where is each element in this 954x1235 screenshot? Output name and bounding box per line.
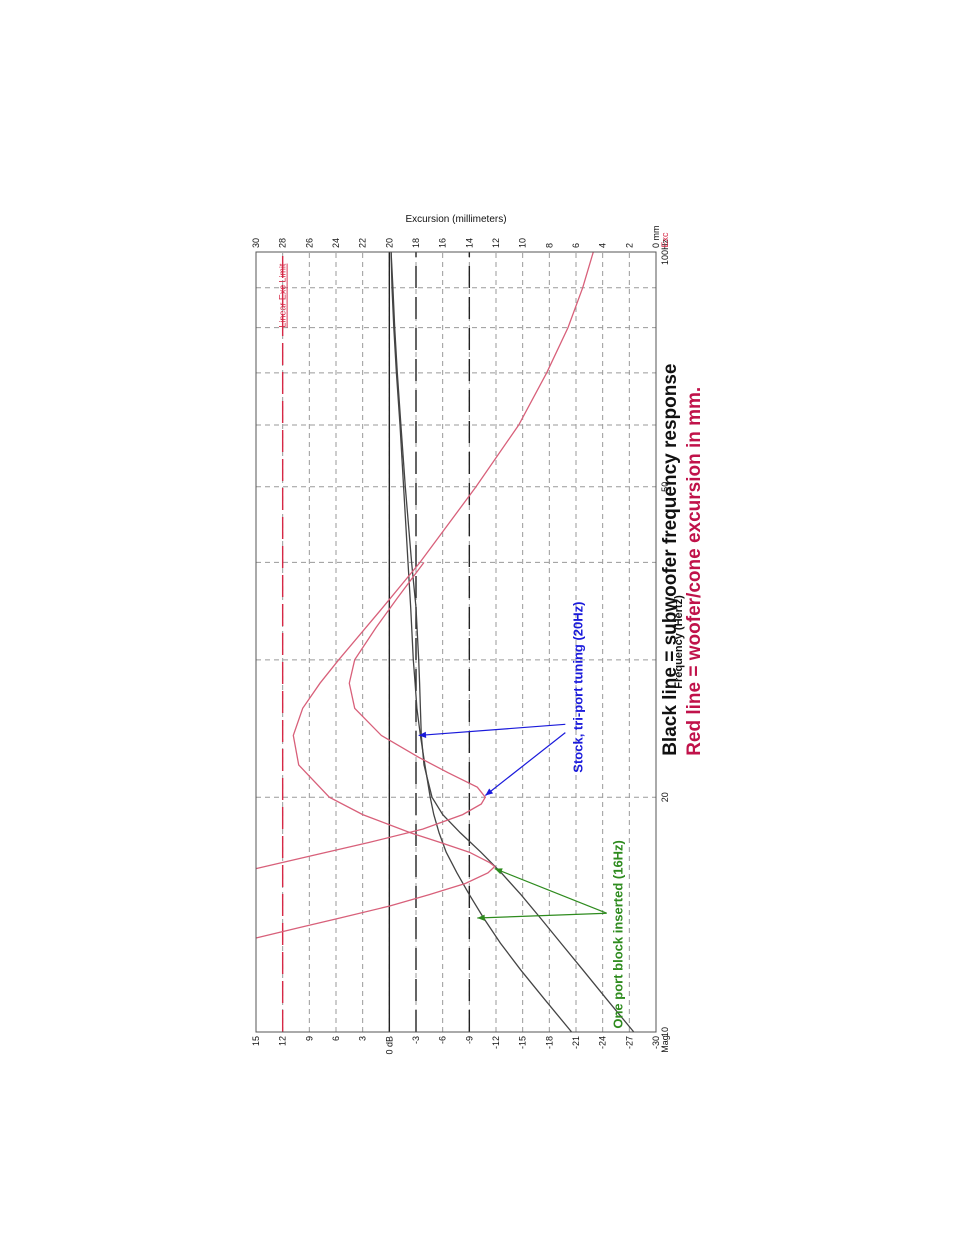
left-tick-label: -21 <box>571 1036 581 1049</box>
right-tick-label: 8 <box>544 243 554 248</box>
left-tick-label: -3 <box>411 1036 421 1044</box>
left-tick-label: -9 <box>464 1036 474 1044</box>
right-tick-label: 16 <box>438 238 448 248</box>
right-tick-label: 4 <box>598 243 608 248</box>
left-tick-label: -27 <box>624 1036 634 1049</box>
left-tick-label: 15 <box>251 1036 261 1046</box>
stock-annotation: Stock, tri-port tuning (20Hz) <box>571 602 586 773</box>
left-axis-unit-label: Mag <box>660 1035 670 1053</box>
stock-arrow-red <box>484 732 566 796</box>
left-tick-label: 9 <box>304 1036 314 1041</box>
one-port-annotation: One port block inserted (16Hz) <box>611 840 626 1029</box>
one-port-arrow-red <box>494 868 607 914</box>
one-port-arrow-black <box>477 912 607 919</box>
right-tick-label: 30 <box>251 238 261 248</box>
right-axis-unit-label: Exc <box>660 232 670 248</box>
left-tick-label: -24 <box>598 1036 608 1049</box>
stock-arrow-black-head <box>418 731 427 738</box>
series <box>255 251 635 1033</box>
series-line-2 <box>390 251 573 1033</box>
right-tick-label: 10 <box>518 238 528 248</box>
left-tick-label: -15 <box>518 1036 528 1049</box>
stock-arrow-black <box>418 723 566 737</box>
axes: 15 12 9 6 3 0 dB -3 -6 -9 -12 -15 -18 -21 -24 -27 -30 30… <box>251 226 670 1055</box>
right-tick-label: 6 <box>571 243 581 248</box>
x-axis-label: Frequency (Hertz) <box>673 595 685 689</box>
reference-lines <box>281 252 471 1032</box>
one-port-arrow-red-head <box>494 868 503 875</box>
left-tick-label: -12 <box>491 1036 501 1049</box>
legend-black-line: Black line = subwoofer frequency respons… <box>660 364 681 756</box>
x-tick-label: 100Hz <box>660 238 670 265</box>
right-tick-label: 26 <box>304 238 314 248</box>
left-tick-label: 12 <box>278 1036 288 1046</box>
right-tick-label: 14 <box>464 238 474 248</box>
stock-arrow-red-head <box>485 788 494 796</box>
grid <box>255 251 657 1033</box>
right-axis-label: Excursion (millimeters) <box>405 214 506 225</box>
left-tick-label: -6 <box>438 1036 448 1044</box>
x-tick-label: 20 <box>660 792 670 802</box>
x-tick-label: 50 <box>660 482 670 492</box>
left-tick-label: 3 <box>358 1036 368 1041</box>
one-port-arrow-black-head <box>477 914 485 921</box>
series-line-4 <box>255 562 487 870</box>
x-tick-label: 10 <box>660 1027 670 1037</box>
right-tick-label: 24 <box>331 238 341 248</box>
legend-red-line: Red line = woofer/cone excursion in mm. <box>684 387 705 756</box>
right-tick-label: 12 <box>491 238 501 248</box>
right-tick-label: 20 <box>384 238 394 248</box>
rotated-plot: 15 12 9 6 3 0 dB -3 -6 -9 -12 -15 -18 -21 -24 -27 -30 30… <box>251 214 705 1055</box>
left-tick-label: -30 <box>651 1036 661 1049</box>
left-tick-label: 6 <box>331 1036 341 1041</box>
right-tick-label: 22 <box>358 238 368 248</box>
right-tick-label: 0 mm <box>651 226 661 249</box>
plot-frame <box>255 251 657 1033</box>
series-line-3 <box>255 251 594 939</box>
left-tick-label: 0 dB <box>384 1036 394 1055</box>
linear-exc-limit-label: Linear Exc Limit <box>278 263 288 328</box>
right-tick-label: 28 <box>278 238 288 248</box>
left-tick-label: -18 <box>544 1036 554 1049</box>
series-line-1 <box>390 251 635 1033</box>
right-tick-label: 18 <box>411 238 421 248</box>
annotations: One port block inserted (16Hz) Stock, tr… <box>418 364 705 1029</box>
right-tick-label: 2 <box>624 243 634 248</box>
